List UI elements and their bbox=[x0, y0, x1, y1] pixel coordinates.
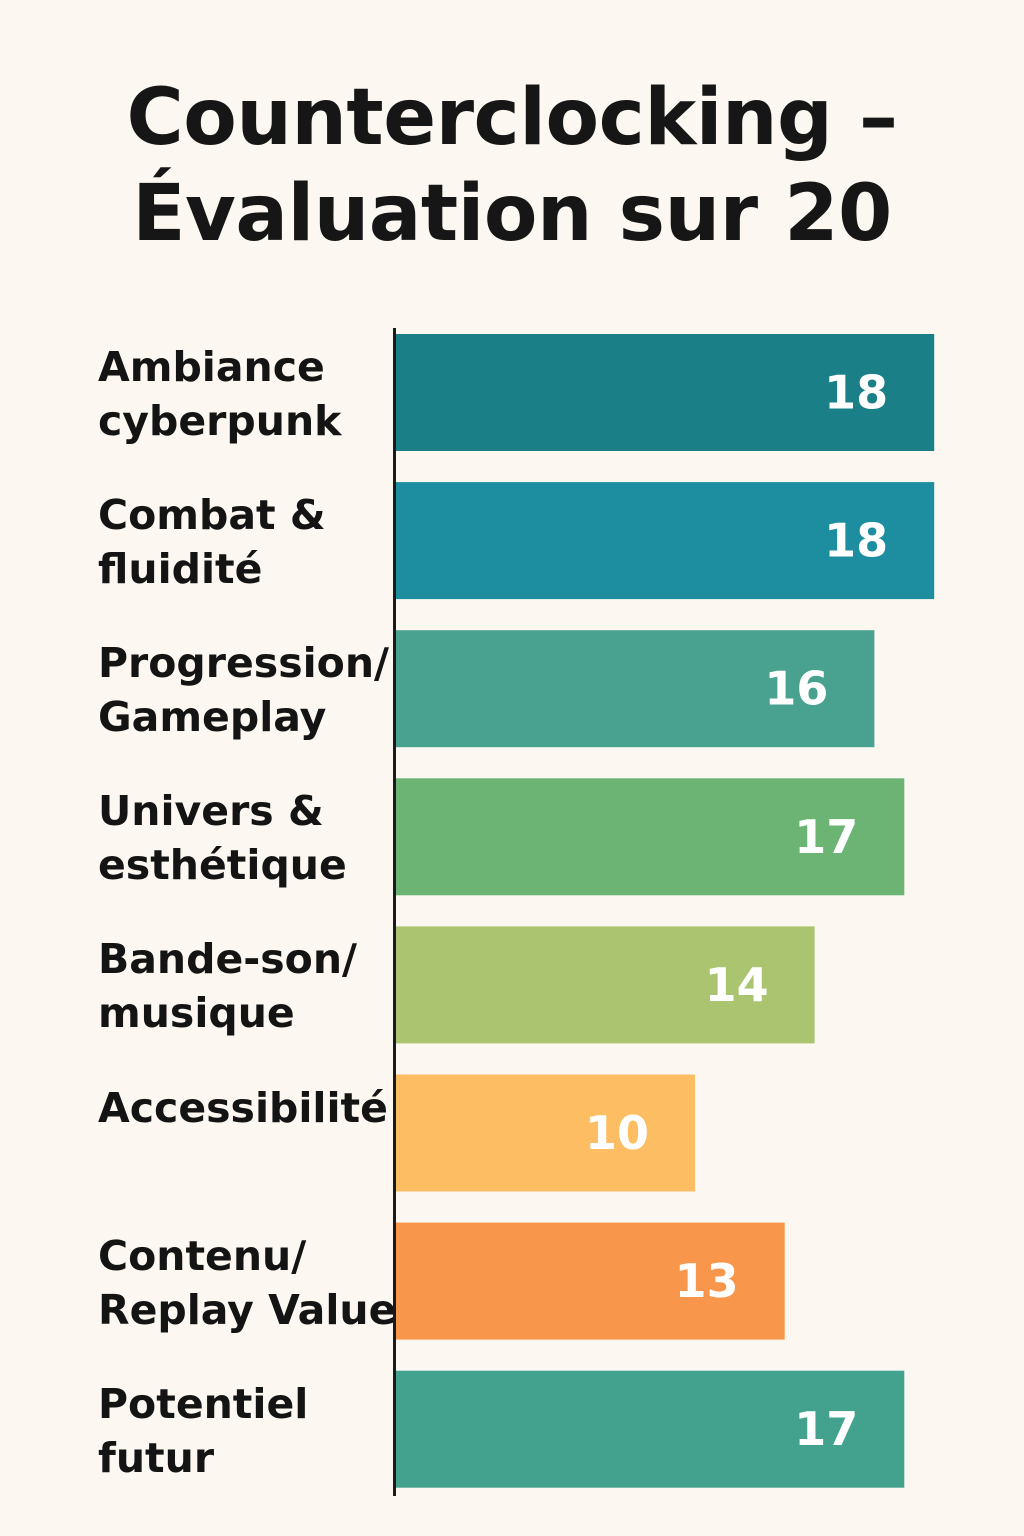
category-label-line: Progression/ bbox=[98, 639, 390, 688]
y-axis-line bbox=[393, 328, 396, 1496]
bar-value-label-8: 17 bbox=[794, 1402, 858, 1456]
bar-7 bbox=[396, 1222, 785, 1340]
category-label-line: Gameplay bbox=[98, 693, 327, 742]
category-label-7: Contenu/Replay Value bbox=[98, 1229, 398, 1337]
category-label-line: esthétique bbox=[98, 841, 347, 890]
category-label-6: Accessibilité bbox=[98, 1081, 398, 1135]
category-label-line: Univers & bbox=[98, 787, 324, 836]
bar-value-label-2: 18 bbox=[824, 514, 888, 568]
category-label-line: cyberpunk bbox=[98, 397, 342, 445]
category-label-4: Univers & esthétique bbox=[98, 784, 398, 892]
category-label-5: Bande-son/musique bbox=[98, 932, 398, 1040]
bar-3 bbox=[396, 630, 875, 748]
category-label-line: Replay Value bbox=[98, 1285, 397, 1334]
category-label-line: Potentiel bbox=[98, 1379, 309, 1428]
category-label-2: Combat & fluidité bbox=[98, 488, 398, 596]
bar-1 bbox=[396, 334, 935, 451]
bar-value-label-5: 14 bbox=[705, 958, 769, 1012]
category-label-line: futur bbox=[98, 1433, 215, 1482]
bar-value-label-7: 13 bbox=[675, 1254, 739, 1308]
bar-8 bbox=[396, 1370, 905, 1488]
category-label-line: Bande-son/ bbox=[98, 935, 358, 984]
category-label-line: Accessibilité bbox=[98, 1083, 388, 1132]
category-label-line: musique bbox=[98, 989, 295, 1038]
chart-title-line-1: Counterclocking – bbox=[126, 73, 898, 163]
bar-6 bbox=[396, 1074, 695, 1192]
category-label-line: fluidité bbox=[98, 545, 263, 594]
category-label-line: Contenu/ bbox=[98, 1231, 307, 1280]
category-label-line: Ambiance bbox=[98, 343, 325, 391]
bar-value-label-6: 10 bbox=[585, 1106, 649, 1160]
category-label-1: Ambiance cyberpunk bbox=[98, 340, 398, 448]
chart-title-line-2: Évaluation sur 20 bbox=[132, 169, 892, 259]
bar-2 bbox=[396, 482, 935, 600]
bar-value-label-4: 17 bbox=[794, 810, 858, 864]
bar-5 bbox=[396, 926, 815, 1044]
category-label-line: Combat & bbox=[98, 491, 326, 540]
category-label-8: Potentiel futur bbox=[98, 1377, 398, 1485]
bar-value-label-1: 18 bbox=[824, 366, 888, 420]
category-label-3: Progression/Gameplay bbox=[98, 636, 398, 744]
bar-4 bbox=[396, 778, 905, 896]
bar-value-label-3: 16 bbox=[764, 662, 828, 716]
